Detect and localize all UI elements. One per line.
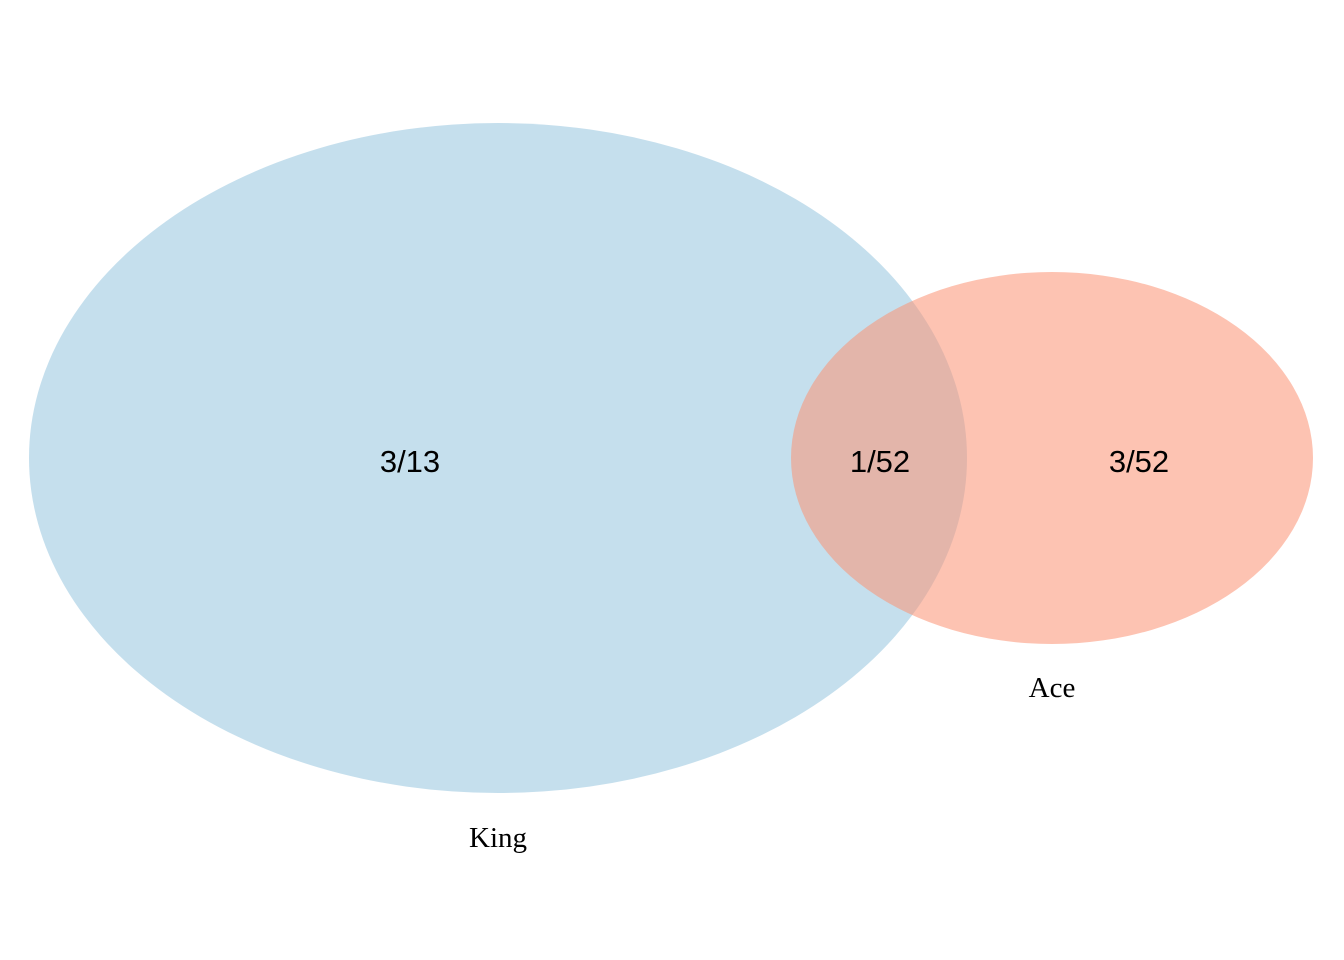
ace-only-region-label: 3/52 bbox=[1109, 444, 1169, 479]
king-set-label: King bbox=[469, 822, 527, 854]
king-set-ellipse bbox=[29, 123, 967, 793]
intersection-region-label: 1/52 bbox=[850, 444, 910, 479]
ace-set-label: Ace bbox=[1029, 672, 1076, 704]
ace-set-ellipse bbox=[791, 272, 1313, 644]
king-only-region-label: 3/13 bbox=[380, 444, 440, 479]
